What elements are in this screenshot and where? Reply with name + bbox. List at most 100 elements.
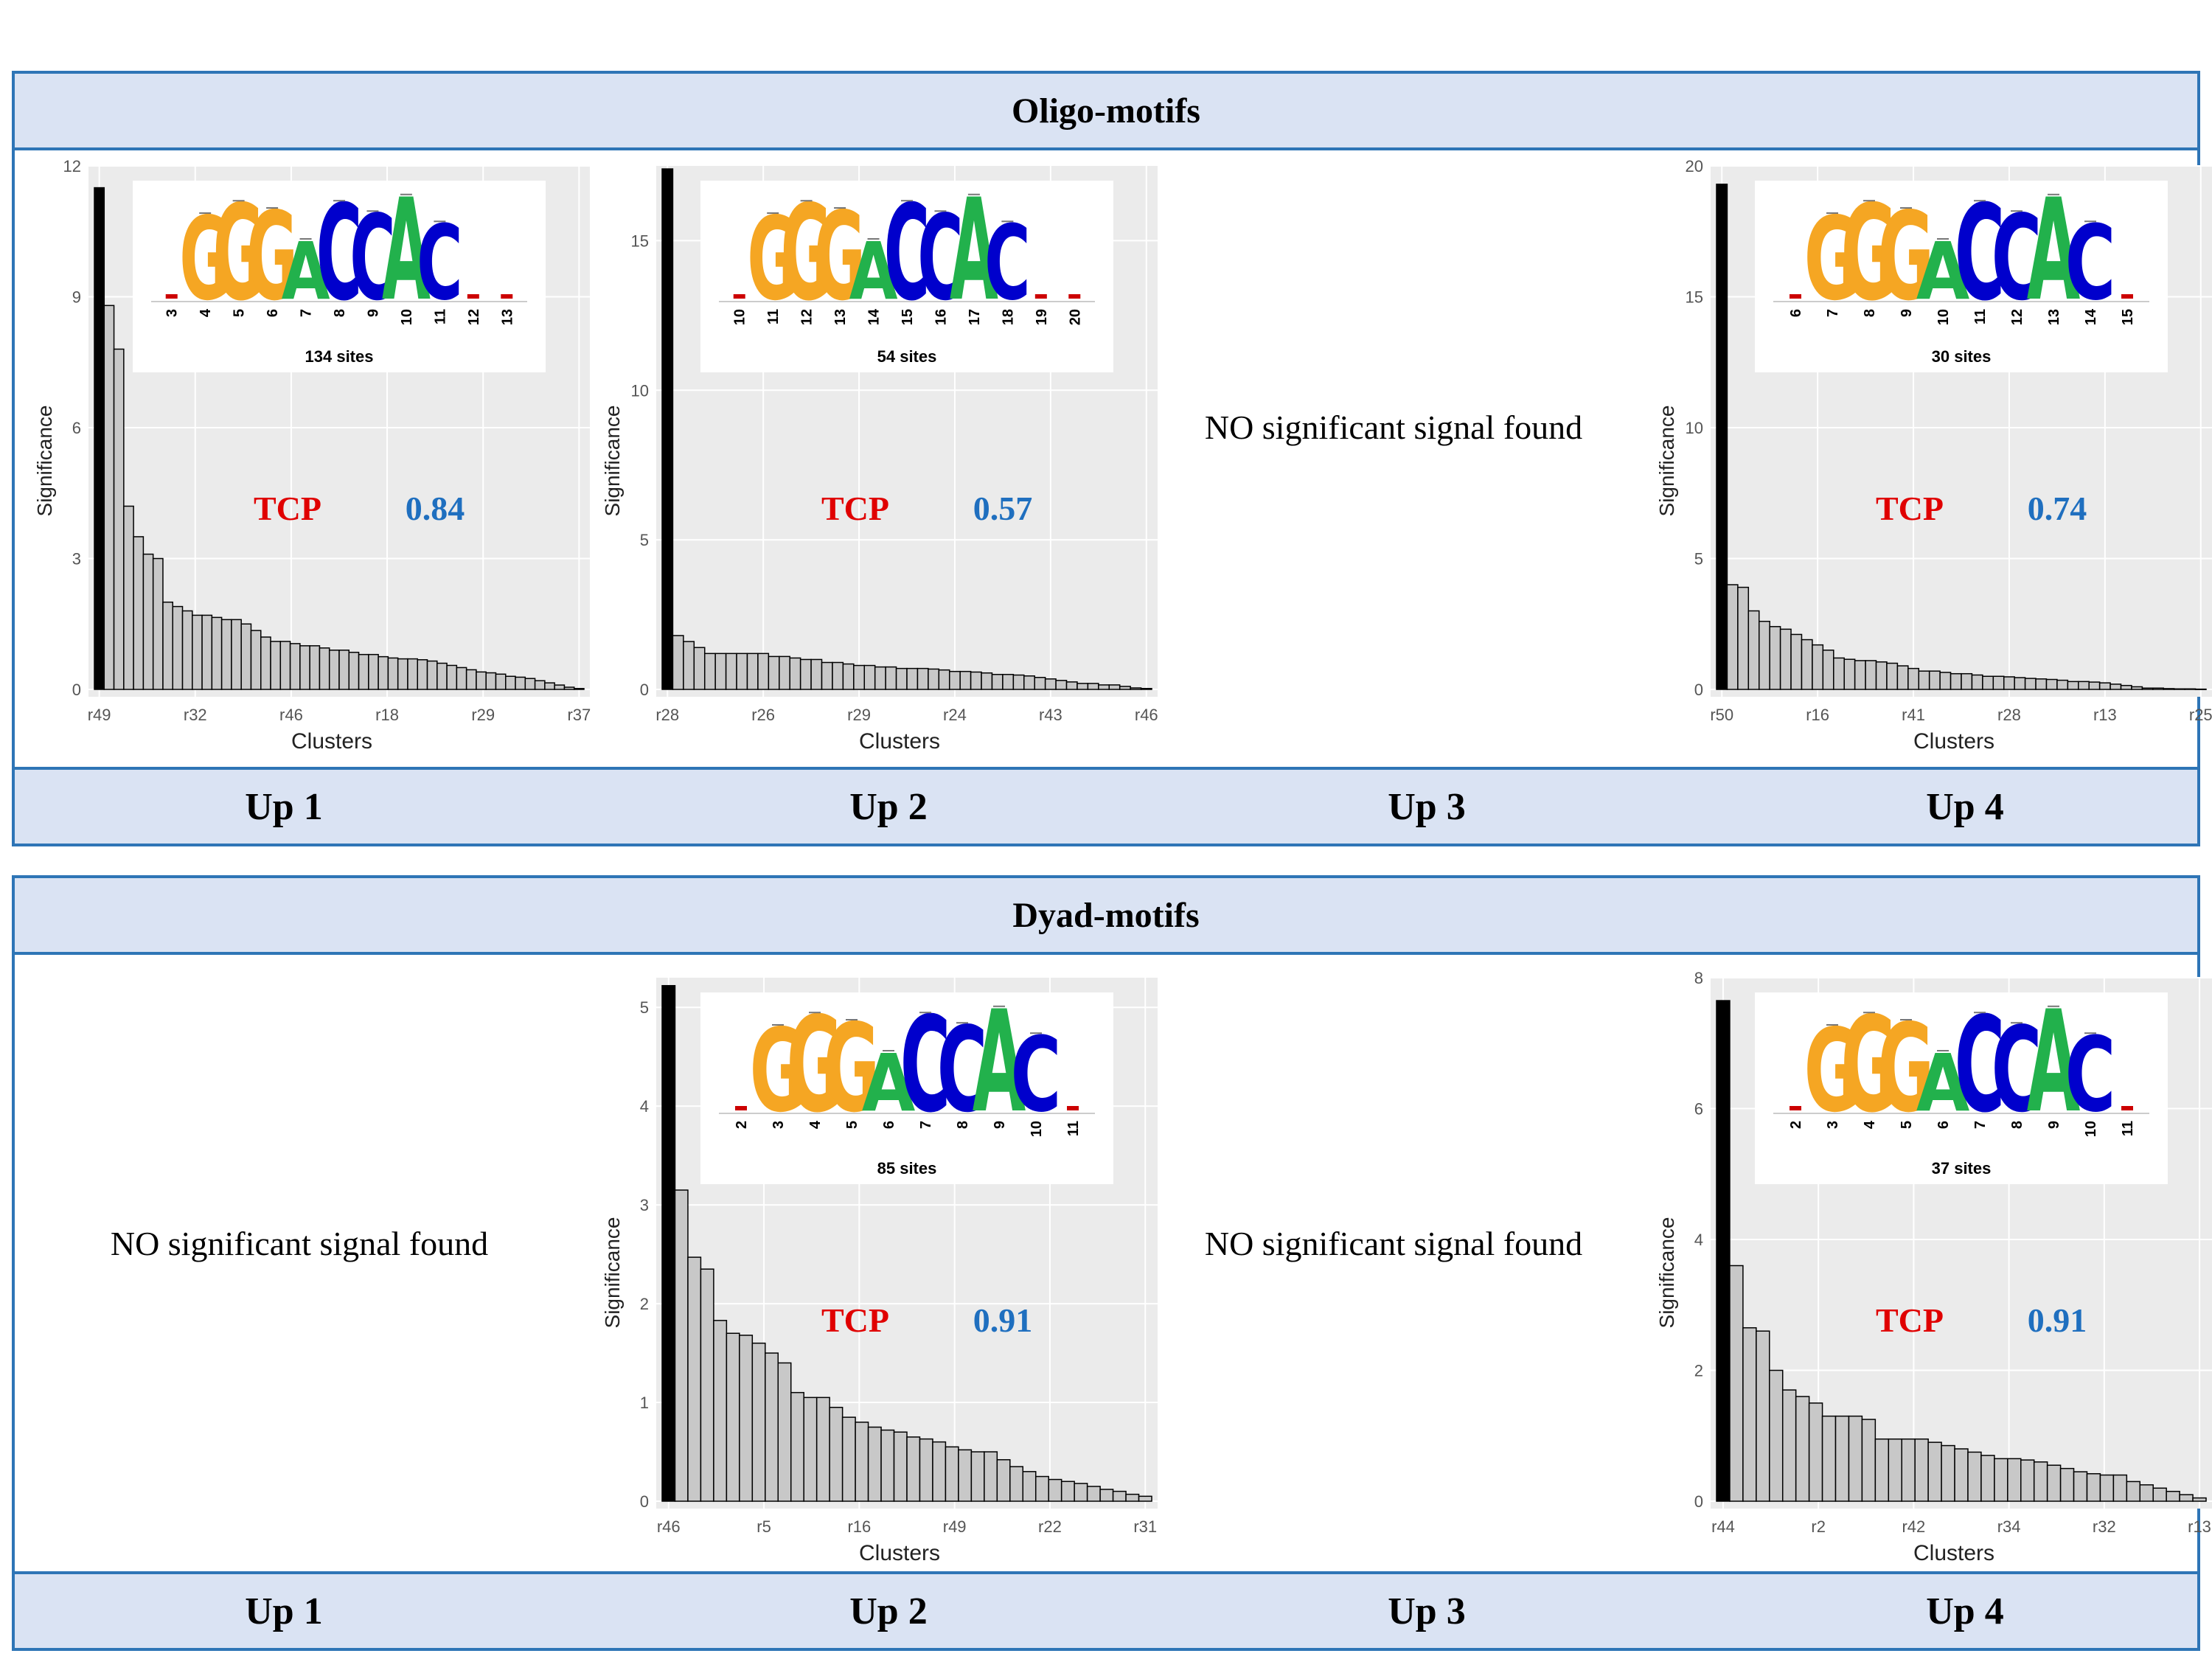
bar: [855, 1422, 869, 1502]
bar: [1002, 673, 1015, 690]
x-axis-title: Clusters: [1913, 1541, 1994, 1565]
bar: [1992, 675, 2005, 690]
bar: [829, 1406, 844, 1502]
logo-letter-A: A: [282, 226, 330, 318]
bar: [1834, 1415, 1850, 1502]
logo-position-label: 11: [1972, 309, 1989, 324]
bar: [777, 1362, 792, 1502]
bar: [948, 670, 961, 690]
section-title: Dyad-motifs: [15, 878, 2197, 955]
bar: [2152, 1487, 2167, 1502]
bar: [220, 619, 232, 690]
y-axis-title: Significance: [1655, 406, 1678, 517]
bar: [2099, 1474, 2115, 1502]
bar: [231, 619, 242, 690]
bar: [387, 657, 399, 690]
logo-position-label: 11: [765, 309, 782, 324]
bar: [687, 1256, 702, 1502]
bar: [1790, 633, 1803, 690]
logo-small-mark: [1067, 1106, 1079, 1110]
chart-svg: 0 5 10 15 r28 r26 r29 r24 r43 r46 Significance Clus…: [601, 166, 1158, 754]
bar: [2120, 684, 2132, 690]
logo-position-label: 5: [1899, 1121, 1915, 1129]
bar: [181, 610, 193, 690]
logo-letter-G: G: [1841, 989, 1898, 1142]
bar: [1848, 1415, 1863, 1502]
x-tick-label: r42: [1902, 1517, 1925, 1536]
chart-svg: 0 5 10 15 20 r50 r16 r41 r28 r13 r25 Significance Cl…: [1655, 157, 2212, 754]
bar: [661, 984, 676, 1502]
chart-dyad-up4: 0 2 4 6 8 r44 r2 r42 r34 r32 r13 Significance Cluste…: [1644, 969, 2212, 1573]
y-tick-label: 4: [640, 1097, 649, 1116]
bar: [544, 682, 555, 690]
x-tick-label: r28: [655, 706, 679, 724]
bar: [1980, 1455, 1995, 1502]
bar: [789, 657, 801, 690]
bar: [765, 1352, 779, 1502]
chart-svg: 0 2 4 6 8 r44 r2 r42 r34 r32 r13 Significance Cluste…: [1655, 969, 2212, 1565]
logo-position-label: 10: [2083, 1121, 2099, 1137]
logo-small-mark: [733, 294, 745, 299]
bar: [1928, 670, 1941, 690]
logo-position-label: 12: [466, 309, 482, 325]
bar: [1907, 667, 1920, 690]
bar: [113, 348, 125, 690]
bar: [1971, 674, 1983, 690]
bar: [417, 659, 428, 690]
x-tick-label: r32: [2093, 1517, 2116, 1536]
bar: [1034, 1475, 1049, 1502]
bar: [1769, 1369, 1784, 1502]
bar: [1756, 1330, 1770, 1502]
section-title: Oligo-motifs: [15, 74, 2197, 150]
y-tick-label: 1: [640, 1394, 649, 1412]
logo-position-label: 9: [1899, 309, 1915, 317]
logo-position-label: 2: [1788, 1121, 1804, 1129]
bar: [768, 655, 780, 690]
bar: [970, 1451, 985, 1502]
logo-position-label: 7: [1825, 309, 1841, 317]
no-signal-message: NO significant signal found: [1204, 408, 1583, 446]
bar: [2033, 1461, 2048, 1502]
logo-letter-C: C: [1992, 190, 2042, 327]
bar: [1138, 1495, 1152, 1502]
logo-letter-G: G: [1878, 187, 1935, 328]
bar: [1854, 660, 1866, 690]
bar: [725, 653, 737, 690]
similarity-score: 0.74: [2028, 490, 2087, 527]
bar: [1961, 672, 1973, 690]
bar: [1939, 672, 1952, 690]
logo-small-mark: [501, 294, 513, 299]
bar: [661, 168, 674, 690]
logo-position-label: 7: [918, 1121, 934, 1129]
logo-position-label: 15: [2120, 309, 2136, 325]
x-tick-label: r43: [1039, 706, 1062, 724]
bar: [485, 672, 497, 690]
bar: [1833, 657, 1845, 690]
bar: [1982, 675, 1994, 690]
bar: [1781, 1389, 1797, 1502]
bar: [407, 658, 418, 690]
bar: [1801, 639, 1813, 690]
x-tick-label: r46: [657, 1517, 681, 1536]
bar: [1994, 1458, 2008, 1502]
logo-letter-G: G: [179, 192, 231, 326]
bar: [874, 666, 886, 690]
bar: [476, 671, 487, 690]
bar: [1843, 658, 1856, 690]
bar: [757, 653, 770, 690]
bar: [895, 667, 908, 690]
bar: [1821, 1415, 1837, 1502]
bar: [358, 653, 369, 690]
logo-small-mark: [2121, 294, 2133, 299]
bar: [289, 643, 301, 690]
bar: [1822, 650, 1834, 690]
x-axis-title: Clusters: [859, 729, 940, 754]
x-tick-label: r25: [2189, 706, 2212, 724]
logo-position-label: 13: [499, 309, 515, 325]
logo-position-label: 10: [1029, 1121, 1045, 1137]
bar: [94, 187, 105, 690]
bar: [893, 1431, 908, 1502]
bar: [142, 553, 154, 690]
logo-letter-C: C: [884, 176, 931, 330]
logo-letter-G: G: [787, 989, 844, 1142]
